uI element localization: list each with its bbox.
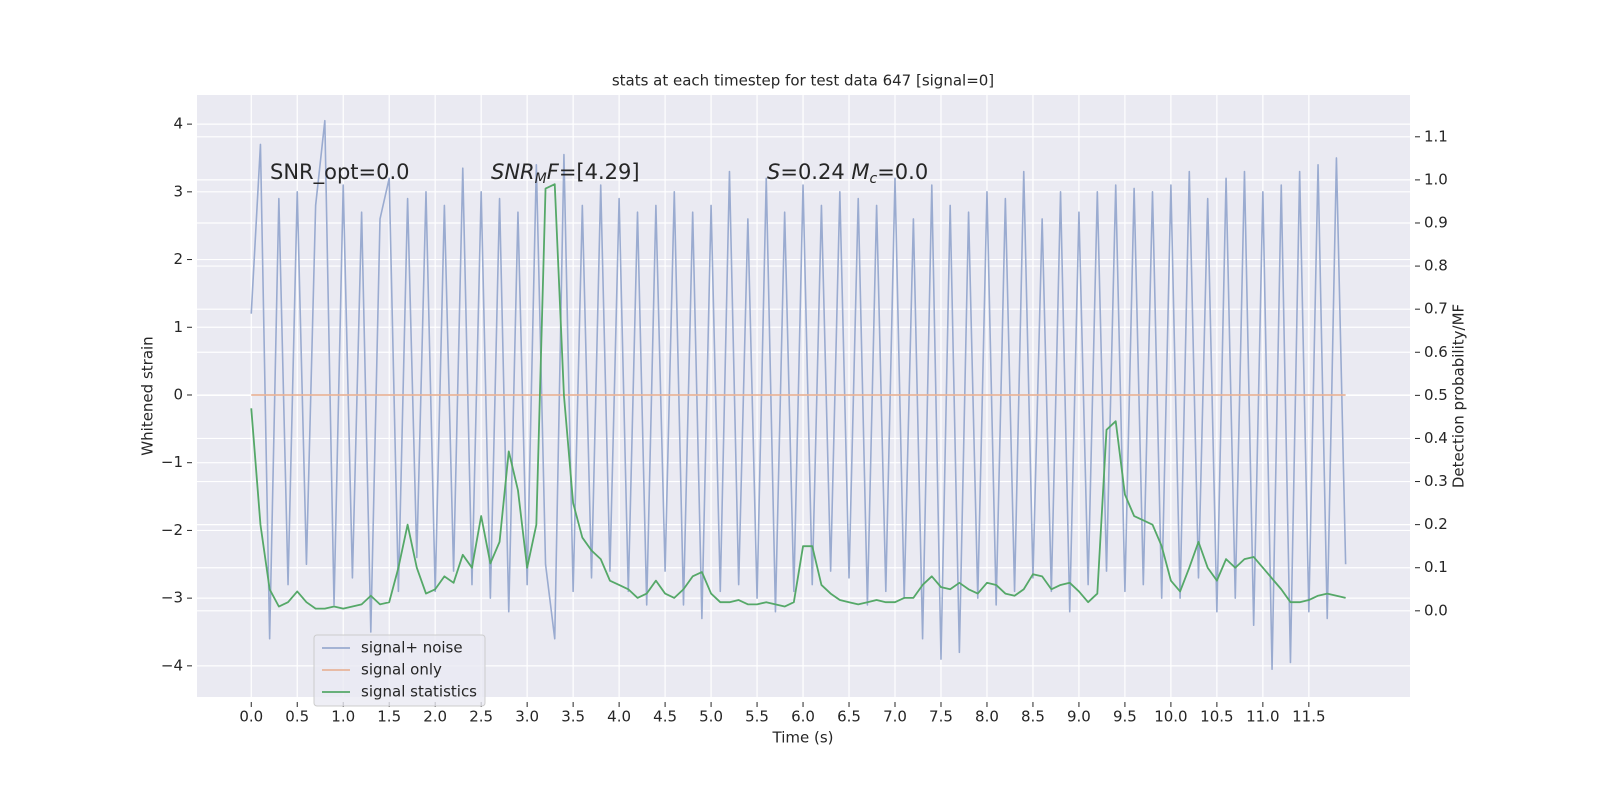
x-tick-label: 6.5 [837, 708, 861, 726]
annotation-part: F [547, 160, 560, 184]
y-tick-label: 1 [173, 318, 183, 336]
y2-tick-label: 0.5 [1424, 386, 1448, 404]
y2-tick-label: 0.9 [1424, 213, 1448, 231]
annotation-part: SNR_opt=0.0 [270, 160, 410, 185]
y-tick-label: −3 [161, 589, 183, 607]
y2-tick-label: 0.2 [1424, 515, 1448, 533]
annotation: SNRMF=[4.29] [491, 160, 640, 187]
y2-tick-label: 0.6 [1424, 343, 1448, 361]
annotation-part: SNR [491, 160, 535, 184]
annotation-part: =0.0 [877, 160, 928, 184]
y2-tick-label: 0.0 [1424, 601, 1448, 619]
annotation-part: S [767, 160, 780, 184]
annotation: S=0.24 Mc=0.0 [767, 160, 928, 187]
legend: signal+ noise signal only signal statistic… [313, 634, 486, 707]
x-tick-label: 1.0 [331, 708, 355, 726]
x-tick-label: 8.0 [975, 708, 999, 726]
y-tick-label: 0 [173, 385, 183, 403]
legend-label: signal only [361, 661, 442, 679]
y2-tick-label: 0.7 [1424, 300, 1448, 318]
y2-tick-label: 1.1 [1424, 127, 1448, 145]
legend-label: signal statistics [361, 683, 477, 701]
x-tick-label: 5.5 [745, 708, 769, 726]
x-tick-label: 3.0 [515, 708, 539, 726]
x-tick-label: 4.0 [607, 708, 631, 726]
x-tick-label: 0.0 [239, 708, 263, 726]
y-tick-label: 3 [173, 182, 183, 200]
x-tick-label: 11.5 [1292, 708, 1325, 726]
x-tick-label: 10.5 [1200, 708, 1233, 726]
y-tick-label: 4 [173, 115, 183, 133]
legend-box [313, 634, 486, 707]
y-tick-label: −2 [161, 521, 183, 539]
annotation-part: M [851, 160, 869, 184]
x-tick-label: 3.5 [561, 708, 585, 726]
chart-title: stats at each timestep for test data 647… [612, 72, 994, 90]
y2-tick-label: 0.4 [1424, 429, 1448, 447]
x-tick-label: 11.0 [1246, 708, 1279, 726]
annotation-part: =[4.29] [559, 160, 640, 184]
x-tick-label: 0.5 [285, 708, 309, 726]
annotation-part: c [870, 171, 878, 187]
x-tick-label: 5.0 [699, 708, 723, 726]
y-tick-label: −4 [161, 656, 183, 674]
x-axis-label: Time (s) [772, 729, 834, 747]
annotation-part: M [535, 171, 547, 187]
x-tick-label: 6.0 [791, 708, 815, 726]
y-tick-label: −1 [161, 453, 183, 471]
x-tick-label: 8.5 [1021, 708, 1045, 726]
y2-tick-label: 0.3 [1424, 472, 1448, 490]
x-tick-label: 7.5 [929, 708, 953, 726]
annotation: SNR_opt=0.0 [270, 160, 410, 185]
x-tick-label: 2.0 [423, 708, 447, 726]
x-tick-label: 1.5 [377, 708, 401, 726]
x-tick-label: 7.0 [883, 708, 907, 726]
y-axis-label: Whitened strain [139, 336, 157, 455]
y2-axis-label: Detection probability/MF [1450, 304, 1468, 488]
x-tick-label: 4.5 [653, 708, 677, 726]
series-line [250, 183, 1346, 610]
y-tick-label: 2 [173, 250, 183, 268]
series-line [250, 119, 1347, 671]
x-tick-label: 2.5 [469, 708, 493, 726]
y2-tick-label: 1.0 [1424, 170, 1448, 188]
x-tick-label: 9.0 [1067, 708, 1091, 726]
x-tick-label: 10.0 [1154, 708, 1187, 726]
y2-tick-label: 0.1 [1424, 558, 1448, 576]
annotation-part: =0.24 [780, 160, 851, 184]
x-tick-label: 9.5 [1113, 708, 1137, 726]
y2-tick-label: 0.8 [1424, 257, 1448, 275]
legend-label: signal+ noise [361, 639, 463, 657]
